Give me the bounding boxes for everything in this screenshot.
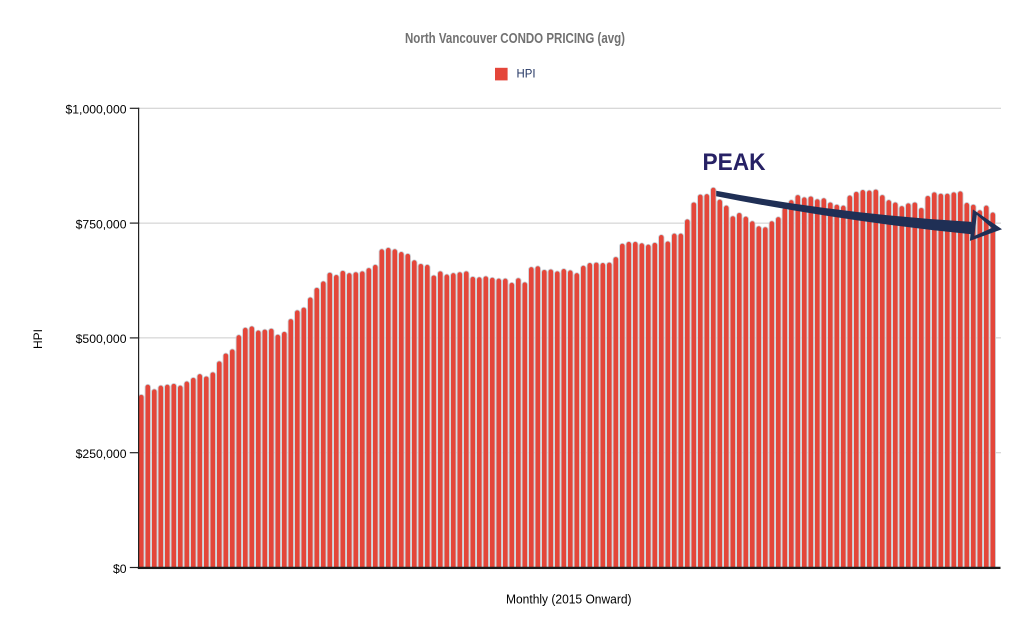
svg-text:$500,000: $500,000	[76, 332, 127, 346]
svg-text:PEAK: PEAK	[703, 149, 767, 176]
svg-text:$750,000: $750,000	[76, 217, 127, 231]
svg-text:$0: $0	[113, 562, 127, 576]
svg-text:HPI: HPI	[31, 329, 45, 349]
svg-text:Monthly (2015 Onward): Monthly (2015 Onward)	[506, 592, 632, 607]
svg-text:$1,000,000: $1,000,000	[66, 103, 127, 117]
svg-text:HPI: HPI	[517, 67, 536, 81]
svg-text:$250,000: $250,000	[76, 447, 127, 461]
svg-text:North Vancouver CONDO PRICING: North Vancouver CONDO PRICING (avg)	[405, 31, 625, 47]
